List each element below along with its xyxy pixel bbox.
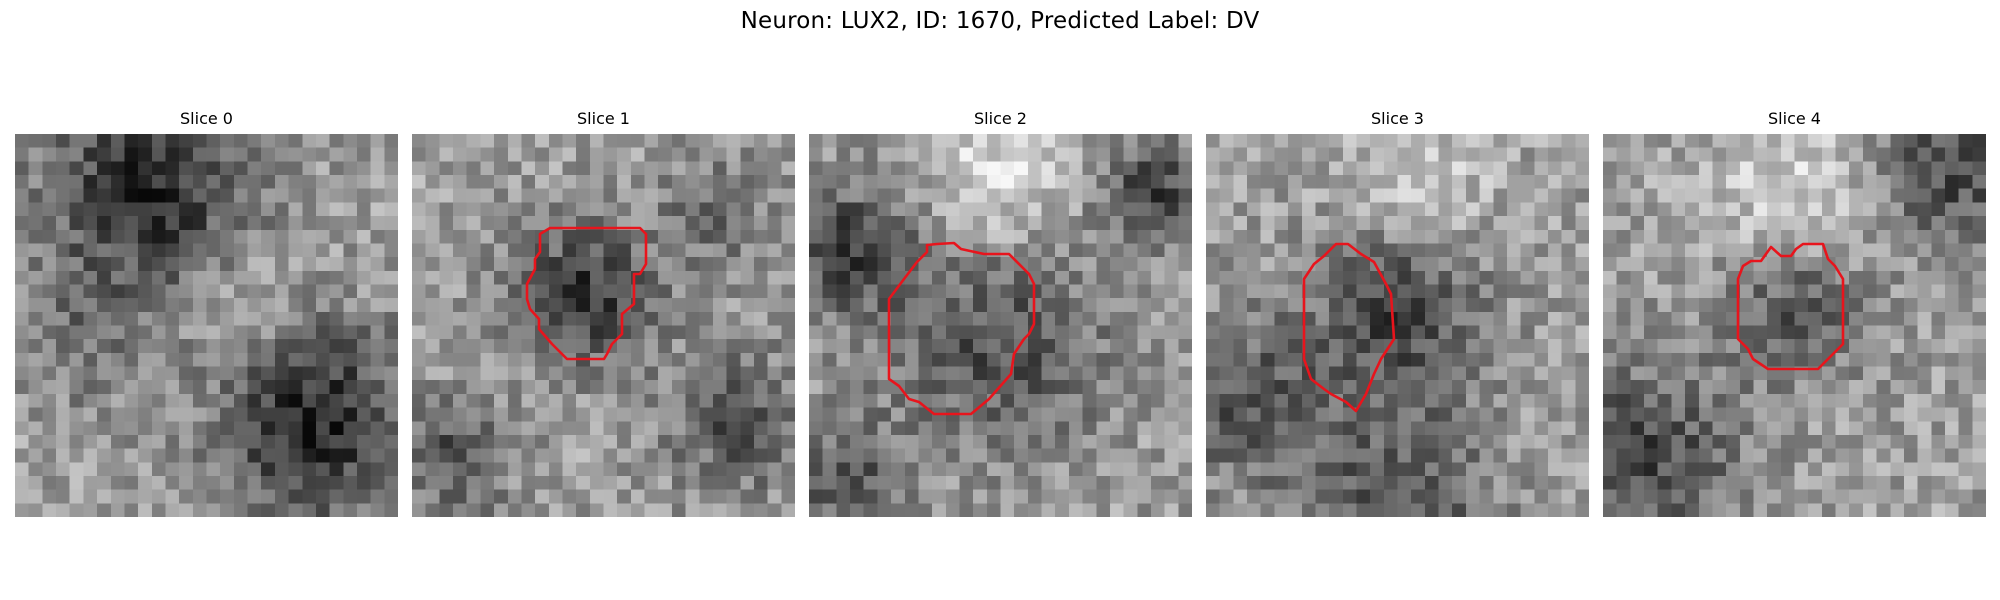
- slice-image: [1603, 134, 1986, 517]
- roi-contour: [1302, 242, 1396, 413]
- slice-panel-2: Slice 2: [809, 109, 1192, 519]
- slice-title: Slice 1: [577, 109, 630, 128]
- roi-contour: [887, 241, 1036, 416]
- roi-contour: [525, 226, 648, 361]
- slice-image: [412, 134, 795, 517]
- slice-image: [809, 134, 1192, 517]
- slice-title: Slice 0: [180, 109, 233, 128]
- slice-image: [1206, 134, 1589, 517]
- slice-panel-4: Slice 4: [1603, 109, 1986, 519]
- slice-title: Slice 4: [1768, 109, 1821, 128]
- slice-title: Slice 3: [1371, 109, 1424, 128]
- slice-panel-3: Slice 3: [1206, 109, 1589, 519]
- slice-title: Slice 2: [974, 109, 1027, 128]
- roi-contour: [1736, 242, 1845, 371]
- figure-title: Neuron: LUX2, ID: 1670, Predicted Label:…: [740, 8, 1260, 34]
- slice-image: [15, 134, 398, 517]
- slice-panel-0: Slice 0: [15, 109, 398, 519]
- slice-panel-1: Slice 1: [412, 109, 795, 519]
